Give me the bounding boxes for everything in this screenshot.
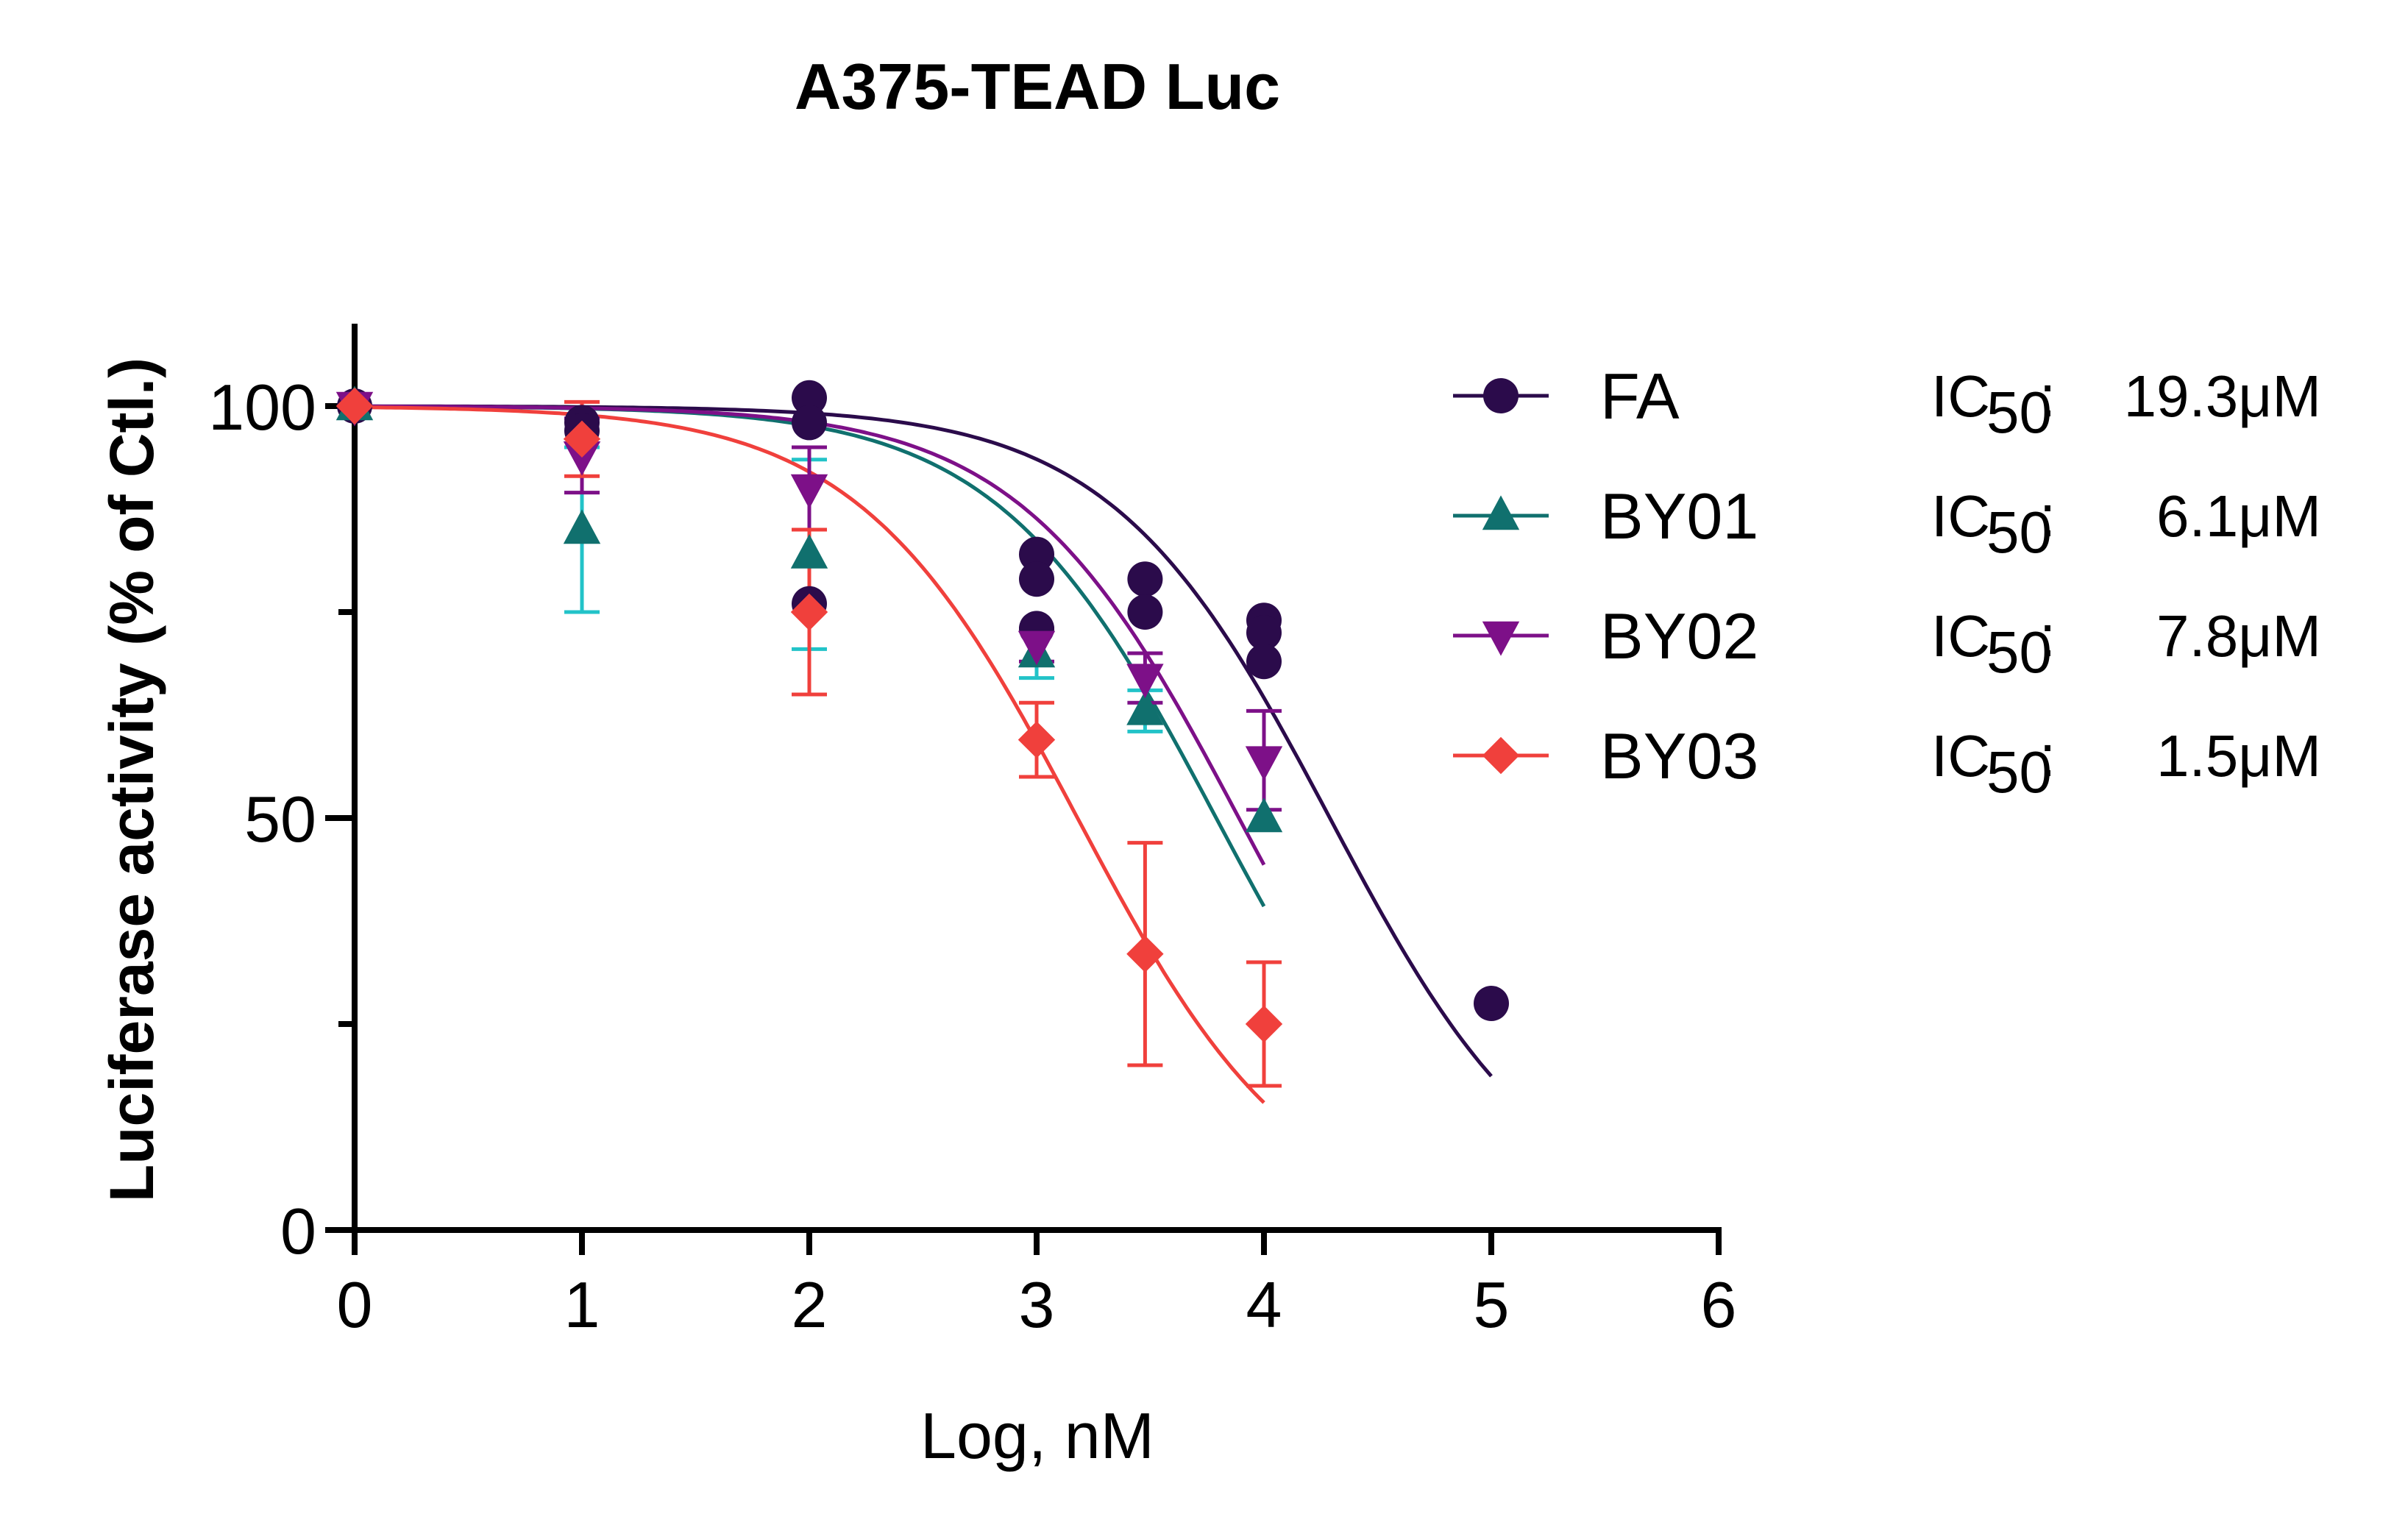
ic50-colon-by03: :	[2039, 723, 2056, 789]
x-tick-label: 1	[564, 1268, 600, 1341]
point-fa	[792, 380, 827, 416]
ic50-subscript-by01: 50	[1986, 500, 2052, 565]
y-axis-label: Luciferase activity (% of Ctl.)	[97, 358, 166, 1202]
legend-label-fa: FA	[1600, 360, 1680, 433]
point-fa	[1474, 986, 1509, 1021]
ic50-subscript-by02: 50	[1986, 619, 2052, 685]
y-ticks: 0 50 100	[208, 371, 355, 1268]
chart-title: A375-TEAD Luc	[795, 50, 1280, 123]
point-by03	[1245, 1005, 1283, 1043]
point-by02	[790, 474, 828, 509]
point-fa	[1246, 615, 1282, 650]
point-fa	[1019, 561, 1054, 597]
legend-marker-by01	[1482, 495, 1520, 530]
legend-label-by01: BY01	[1600, 480, 1758, 552]
y-tick-label: 50	[244, 783, 316, 856]
x-tick-label: 6	[1701, 1268, 1737, 1341]
legend-marker-by03	[1482, 736, 1520, 775]
ic50-label-fa: IC	[1931, 363, 1990, 429]
ic50-value-by02: 7.8μM	[2156, 603, 2321, 669]
ic50-value-fa: 19.3μM	[2124, 363, 2321, 429]
ic50-subscript-fa: 50	[1986, 380, 2052, 445]
ic50-label-by02: IC	[1931, 603, 1990, 669]
point-by02	[1126, 664, 1164, 699]
x-tick-label: 2	[792, 1268, 828, 1341]
point-fa	[1127, 594, 1163, 630]
y-tick-label: 0	[280, 1195, 316, 1268]
ic50-colon-by01: :	[2039, 483, 2056, 549]
point-by01	[563, 509, 601, 544]
fit-curves	[354, 404, 1493, 1104]
x-tick-label: 0	[337, 1268, 373, 1341]
legend-marker-fa	[1483, 378, 1519, 413]
point-by02	[1017, 630, 1056, 666]
data-points	[335, 380, 1509, 1043]
legend-label-by02: BY02	[1600, 600, 1758, 672]
x-axis-label: Log, nM	[920, 1399, 1154, 1472]
point-fa	[1019, 536, 1054, 572]
point-by01	[790, 534, 828, 569]
point-by03	[1017, 721, 1056, 758]
curve-fa	[355, 404, 1493, 1078]
x-tick-label: 4	[1246, 1268, 1282, 1341]
point-fa	[792, 405, 827, 441]
point-by03	[1126, 935, 1164, 973]
x-ticks: 0 1 2 3 4 5 6	[337, 1230, 1737, 1341]
point-by03	[790, 593, 828, 631]
point-by03	[563, 420, 601, 458]
ic50-subscript-by03: 50	[1986, 739, 2052, 805]
legend-label-by03: BY03	[1600, 719, 1758, 792]
point-by02	[563, 441, 601, 476]
ic50-colon-by02: :	[2039, 603, 2056, 669]
x-tick-label: 5	[1474, 1268, 1510, 1341]
legend-marker-by02	[1482, 621, 1520, 656]
x-tick-label: 3	[1019, 1268, 1055, 1341]
point-by03	[335, 387, 374, 425]
point-fa	[1246, 644, 1282, 680]
error-bars	[564, 399, 1282, 1088]
y-tick-label: 100	[208, 371, 316, 444]
point-by02	[1245, 746, 1283, 781]
point-by01	[1245, 797, 1283, 833]
ic50-label-by03: IC	[1931, 723, 1990, 789]
ic50-value-by01: 6.1μM	[2156, 483, 2321, 549]
point-by01	[1126, 690, 1164, 725]
ic50-label-by01: IC	[1931, 483, 1990, 549]
ic50-value-by03: 1.5μM	[2156, 723, 2321, 789]
point-fa	[1127, 561, 1163, 597]
ic50-colon-fa: :	[2039, 363, 2056, 429]
